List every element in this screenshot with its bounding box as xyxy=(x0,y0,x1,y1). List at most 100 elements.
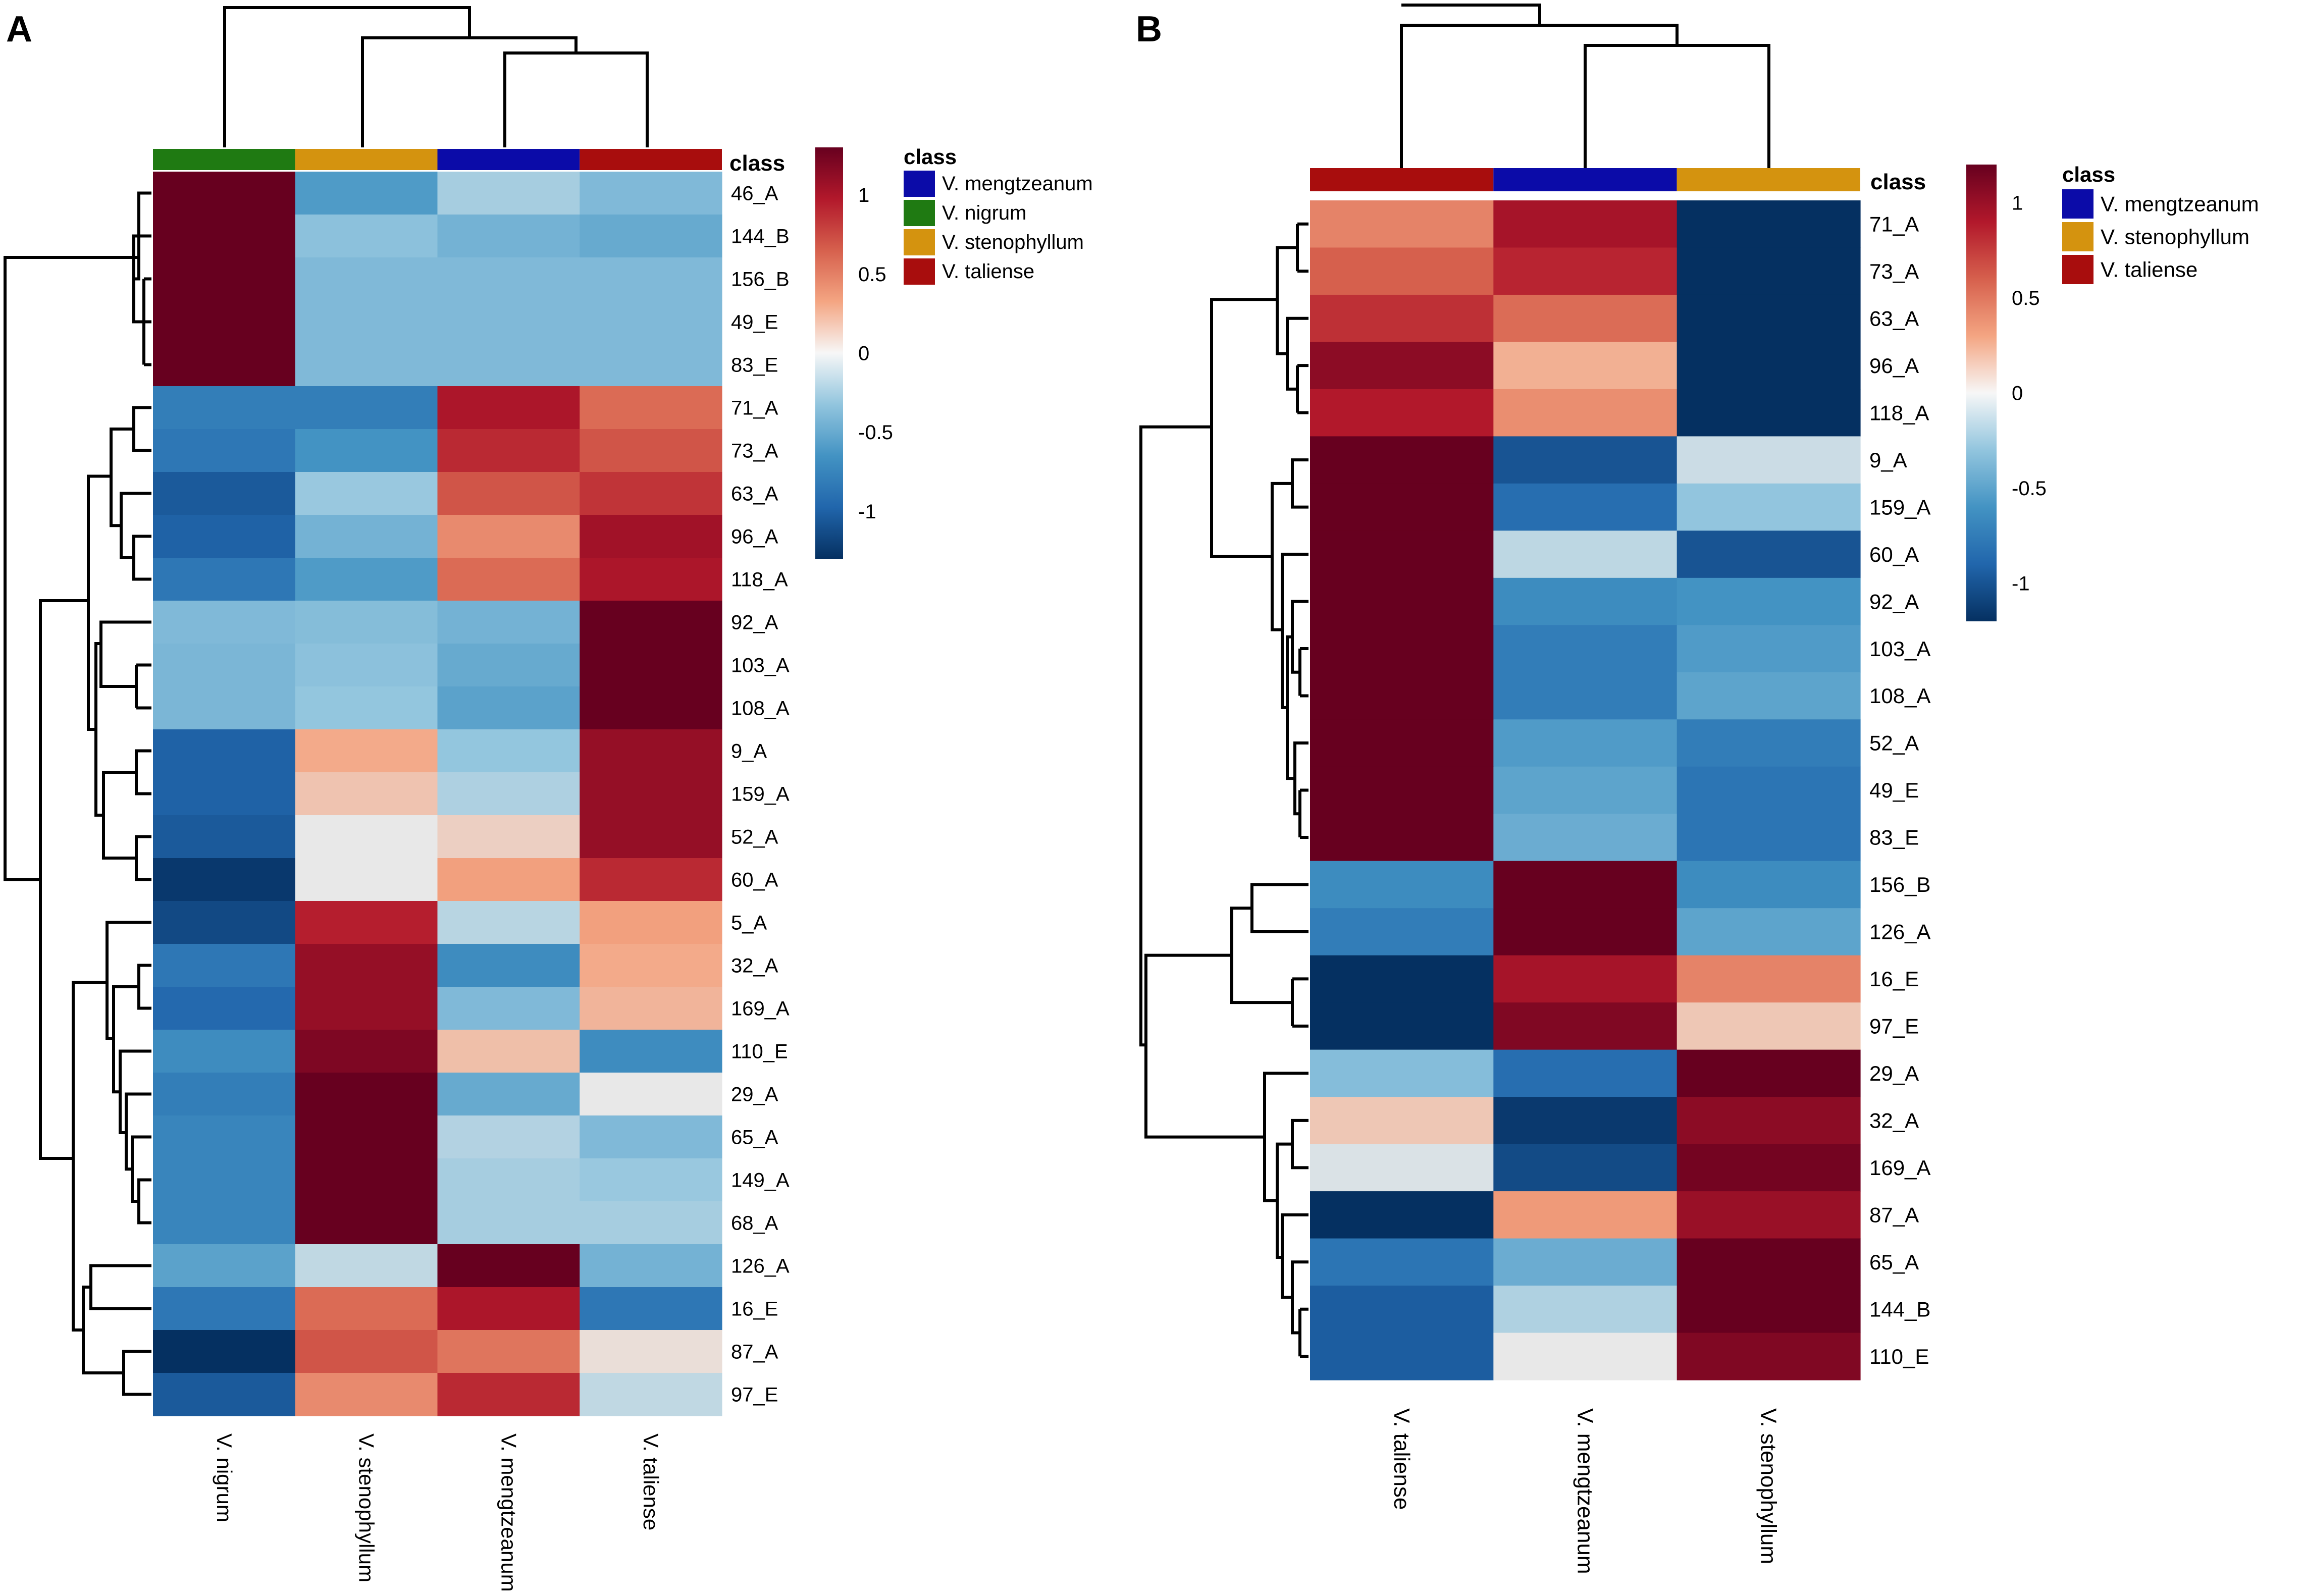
row-label: 96_A xyxy=(1869,354,1919,378)
legend-label: V. taliense xyxy=(942,260,1034,283)
dendrogram-branch xyxy=(223,6,471,147)
row-label: 16_E xyxy=(731,1298,778,1320)
color-scale-tick: -1 xyxy=(2012,573,2030,595)
row-label: 9_A xyxy=(1869,448,1907,472)
heatmap-cell xyxy=(580,1201,722,1245)
heatmap-cell xyxy=(1310,294,1494,343)
row-label: 97_E xyxy=(731,1384,778,1406)
dendrogram-branch xyxy=(137,1178,141,1225)
heatmap-cell xyxy=(1493,1144,1678,1192)
heatmap-cell xyxy=(295,944,438,987)
heatmap-cell xyxy=(1310,1049,1494,1097)
heatmap-cell xyxy=(1310,200,1494,248)
heatmap-cell xyxy=(437,1287,580,1331)
row-dendrogram-b xyxy=(1139,222,1308,1358)
class-bar-segment xyxy=(437,149,580,170)
row-label: 16_E xyxy=(1869,967,1919,991)
heatmap-cell xyxy=(437,729,580,773)
heatmap-cell xyxy=(437,1244,580,1288)
heatmap-cell xyxy=(1677,342,1861,390)
row-label: 65_A xyxy=(731,1127,778,1149)
row-label: 87_A xyxy=(1869,1203,1919,1227)
dendrogram-branch xyxy=(89,1264,136,1310)
class-bar-segment xyxy=(295,149,438,170)
row-labels-a: 46_A 144_B 156_B 49_E 83_E 71_A 73_A 63_A 96_A 11… xyxy=(731,183,790,1406)
heatmap-cell xyxy=(1493,908,1678,956)
row-label: 87_A xyxy=(731,1341,778,1363)
heatmap-cell xyxy=(1310,577,1494,625)
heatmap-cell xyxy=(1493,814,1678,862)
heatmap-cell xyxy=(1677,530,1861,578)
heatmap-cell xyxy=(580,1073,722,1116)
class-bar-segment xyxy=(1493,168,1677,191)
heatmap-cell xyxy=(1493,625,1678,673)
column-label: V. stenophyllum xyxy=(1756,1408,1781,1564)
panel-label-a: A xyxy=(6,9,32,49)
heatmap-cell xyxy=(1310,530,1494,578)
heatmap-cell xyxy=(153,257,296,301)
heatmap-cell xyxy=(295,343,438,387)
column-label: V. taliense xyxy=(639,1433,663,1530)
heatmap-cell xyxy=(295,1030,438,1073)
heatmap-cell xyxy=(1677,483,1861,531)
heatmap-cell xyxy=(295,429,438,472)
heatmap-cell xyxy=(295,1073,438,1116)
row-label: 118_A xyxy=(1869,401,1929,424)
column-dendrogram-a xyxy=(223,6,649,147)
row-label: 108_A xyxy=(1869,684,1930,708)
heatmap-cell xyxy=(1493,342,1678,390)
class-bar-label-a: class xyxy=(729,151,785,176)
heatmap-cell xyxy=(580,1244,722,1288)
class-bar-segment xyxy=(1310,168,1494,191)
heatmap-cell xyxy=(437,515,580,558)
heatmap-cell xyxy=(1493,530,1678,578)
heatmap-cell xyxy=(580,772,722,816)
heatmap-cell xyxy=(1493,577,1678,625)
color-scale-tick: 0.5 xyxy=(2012,287,2040,309)
color-scale-tick: -0.5 xyxy=(858,421,893,444)
heatmap-panel-b: B class 71_A 73_A 63_A 96_A 118_A 9_A 159_A 60_… xyxy=(1136,4,2259,1574)
heatmap-cell xyxy=(580,601,722,644)
row-label: 169_A xyxy=(731,998,790,1020)
heatmap-cell xyxy=(153,1244,296,1288)
color-scale-bar-b xyxy=(1966,165,1997,621)
color-scale-bar-a xyxy=(815,147,843,559)
heatmap-cell xyxy=(295,472,438,515)
color-scale-tick: -1 xyxy=(858,501,876,523)
heatmap-cell xyxy=(580,815,722,859)
color-scale-tick: 0 xyxy=(2012,383,2023,405)
row-label: 5_A xyxy=(731,912,767,934)
heatmap-cell xyxy=(153,172,296,215)
heatmap-cell xyxy=(580,343,722,387)
row-label: 103_A xyxy=(1869,637,1930,661)
heatmap-cell xyxy=(1310,719,1494,767)
heatmap-cell xyxy=(153,729,296,773)
heatmap-cell xyxy=(437,1030,580,1073)
row-label: 156_B xyxy=(731,269,790,291)
heatmap-cell xyxy=(437,1158,580,1202)
heatmap-cell xyxy=(1310,1002,1494,1050)
heatmap-cells-b xyxy=(1310,200,1861,1380)
row-label: 110_E xyxy=(731,1041,788,1063)
column-label: V. nigrum xyxy=(213,1433,236,1522)
heatmap-cell xyxy=(1677,955,1861,1003)
row-label: 63_A xyxy=(1869,306,1919,330)
heatmap-cell xyxy=(153,386,296,430)
row-labels-b: 71_A 73_A 63_A 96_A 118_A 9_A 159_A 60_A 92_A 103… xyxy=(1869,212,1930,1368)
heatmap-cell xyxy=(437,987,580,1030)
row-label: 32_A xyxy=(731,955,778,977)
heatmap-cell xyxy=(1677,1097,1861,1145)
column-label: V. mengtzeanum xyxy=(1573,1408,1597,1574)
heatmap-cell xyxy=(1310,1333,1494,1380)
heatmap-cell xyxy=(1493,1333,1678,1380)
heatmap-cell xyxy=(295,901,438,944)
heatmap-cell xyxy=(153,601,296,644)
legend-label: V. taliense xyxy=(2101,258,2197,282)
heatmap-cell xyxy=(295,1244,438,1288)
dendrogram-branch xyxy=(106,921,141,1040)
heatmap-cell xyxy=(1310,342,1494,390)
row-label: 159_A xyxy=(731,783,790,806)
heatmap-cell xyxy=(153,558,296,601)
heatmap-cell xyxy=(295,1201,438,1245)
